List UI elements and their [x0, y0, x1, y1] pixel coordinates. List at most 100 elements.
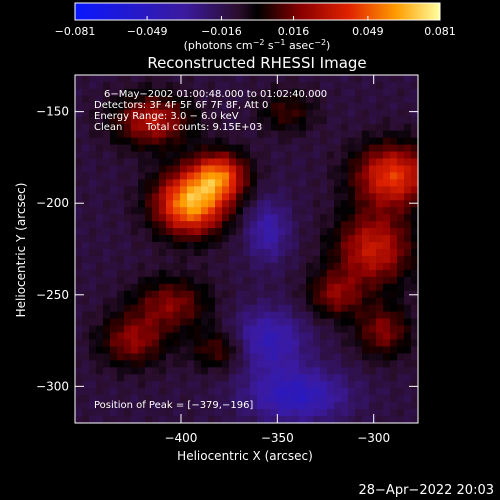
heatmap-cell [243, 235, 251, 243]
heatmap-cell [271, 172, 279, 180]
heatmap-cell [152, 75, 160, 83]
heatmap-cell [257, 311, 265, 320]
heatmap-cell [96, 214, 104, 222]
heatmap-cell [82, 262, 90, 271]
heatmap-cell [285, 235, 293, 243]
heatmap-cell [208, 81, 216, 90]
heatmap-cell [159, 109, 167, 118]
heatmap-cell [292, 360, 300, 368]
heatmap-cell [278, 346, 286, 354]
heatmap-cell [180, 381, 188, 389]
heatmap-cell [215, 95, 223, 104]
heatmap-cell [194, 221, 202, 229]
heatmap-cell [124, 144, 132, 153]
heatmap-cell [166, 297, 174, 306]
heatmap-cell [278, 221, 286, 229]
heatmap-cell [362, 151, 370, 160]
heatmap-cell [397, 200, 405, 208]
heatmap-cell [264, 304, 272, 313]
heatmap-cell [124, 388, 132, 396]
heatmap-cell [285, 193, 293, 201]
heatmap-cell [404, 221, 412, 229]
heatmap-cell [145, 269, 153, 278]
heatmap-cell [145, 388, 153, 396]
heatmap-cell [208, 332, 216, 341]
heatmap-cell [222, 123, 230, 132]
heatmap-cell [103, 165, 111, 174]
heatmap-cell [222, 137, 230, 146]
heatmap-cell [180, 214, 188, 222]
heatmap-cell [334, 81, 342, 90]
heatmap-cell [89, 123, 97, 132]
heatmap-cell [159, 304, 167, 313]
heatmap-cell [341, 186, 349, 194]
heatmap-cell [103, 193, 111, 201]
heatmap-cell [229, 81, 237, 90]
heatmap-cell [313, 109, 321, 118]
heatmap-cell [124, 290, 132, 299]
heatmap-cell [397, 116, 405, 125]
heatmap-cell [75, 262, 83, 271]
heatmap-cell [131, 381, 139, 389]
heatmap-cell [313, 395, 321, 403]
heatmap-cell [348, 123, 356, 132]
heatmap-cell [187, 416, 195, 424]
heatmap-cell [187, 116, 195, 125]
heatmap-cell [229, 200, 237, 208]
heatmap-cell [355, 269, 363, 278]
heatmap-cell [208, 130, 216, 139]
heatmap-cell [355, 75, 363, 83]
heatmap-cell [348, 374, 356, 382]
heatmap-cell [383, 262, 391, 271]
heatmap-cell [75, 235, 83, 243]
heatmap-cell [208, 262, 216, 271]
heatmap-cell [201, 214, 209, 222]
heatmap-cell [229, 249, 237, 257]
heatmap-cell [299, 151, 307, 160]
heatmap-cell [320, 109, 328, 118]
heatmap-cell [110, 151, 118, 160]
heatmap-cell [397, 388, 405, 396]
heatmap-cell [96, 269, 104, 278]
heatmap-cell [110, 165, 118, 174]
heatmap-cell [131, 172, 139, 180]
heatmap-cell [96, 353, 104, 361]
heatmap-cell [299, 395, 307, 403]
heatmap-cell [285, 297, 293, 306]
heatmap-cell [250, 381, 258, 389]
heatmap-cell [369, 416, 377, 424]
heatmap-cell [208, 360, 216, 368]
heatmap-cell [376, 262, 384, 271]
heatmap-cell [299, 95, 307, 104]
heatmap-cell [138, 193, 146, 201]
heatmap-cell [138, 165, 146, 174]
heatmap-cell [222, 116, 230, 125]
heatmap-cell [278, 193, 286, 201]
heatmap-cell [376, 75, 384, 83]
heatmap-cell [320, 360, 328, 368]
heatmap-cell [397, 325, 405, 334]
heatmap-cell [117, 88, 125, 97]
heatmap-cell [264, 116, 272, 125]
heatmap-cell [236, 137, 244, 146]
heatmap-cell [215, 381, 223, 389]
heatmap-cell [362, 360, 370, 368]
heatmap-cell [292, 179, 300, 187]
heatmap-cell [250, 255, 258, 264]
heatmap-cell [369, 367, 377, 375]
heatmap-cell [215, 221, 223, 229]
heatmap-cell [341, 172, 349, 180]
heatmap-cell [313, 346, 321, 354]
heatmap-cell [411, 186, 419, 194]
heatmap-cell [166, 109, 174, 118]
heatmap-cell [138, 88, 146, 97]
heatmap-cell [299, 388, 307, 396]
heatmap-cell [369, 81, 377, 90]
heatmap-cell [166, 75, 174, 83]
heatmap-cell [222, 193, 230, 201]
heatmap-cell [89, 221, 97, 229]
heatmap-cell [152, 318, 160, 327]
heatmap-cell [138, 381, 146, 389]
heatmap-cell [229, 207, 237, 215]
heatmap-cell [404, 207, 412, 215]
